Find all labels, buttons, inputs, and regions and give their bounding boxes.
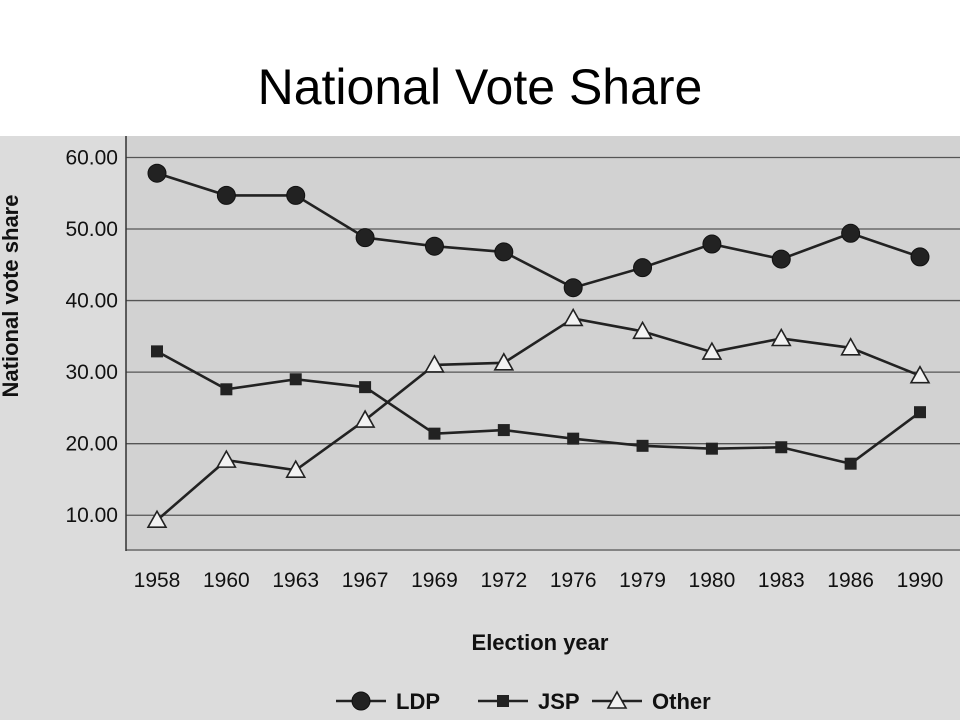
x-tick-label: 1963 [272,569,319,592]
x-tick-label: 1967 [342,569,389,592]
data-point-other [493,352,515,371]
data-point-other [146,509,168,529]
data-point-ldp [355,228,375,248]
series-other [146,307,931,529]
x-tick-label: 1979 [619,569,666,592]
data-point-ldp [494,242,514,262]
data-point-ldp [286,185,306,205]
x-tick-label: 1960 [203,569,250,592]
data-point-jsp [844,457,857,470]
data-point-ldp [633,258,653,278]
slide-title: National Vote Share [257,59,703,115]
data-point-ldp [216,185,236,205]
data-point-jsp [220,383,233,396]
series-layer [146,163,931,529]
y-tick-label: 10.00 [65,504,118,527]
data-point-other [770,327,792,347]
data-point-jsp [914,406,926,419]
data-point-jsp [428,427,441,440]
data-point-other [632,320,653,340]
data-point-ldp [147,163,167,183]
data-point-ldp [841,223,861,243]
legend-label-jsp: JSP [538,689,580,714]
x-tick-label: 1986 [827,569,874,592]
data-point-jsp [497,424,510,437]
y-tick-label: 40.00 [65,290,118,313]
x-tick-label: 1972 [480,569,527,592]
data-point-ldp [771,249,791,269]
legend-item-other: Other [592,689,711,714]
data-point-other [354,409,376,428]
y-tick-labels: 10.00 20.00 30.00 40.00 50.00 60.00 [65,146,118,527]
x-tick-label: 1983 [758,569,805,592]
x-axis-title: Election year [472,630,609,655]
series-line-other [156,317,921,522]
chart-figure: 10.00 20.00 30.00 40.00 50.00 60.00 1958 1960 1… [0,136,960,720]
data-point-jsp [636,439,649,452]
x-tick-labels: 1958 1960 1963 1967 1969 1972 1976 1979 1980 1983… [134,569,944,592]
data-point-jsp [567,432,580,445]
plot-background [126,136,960,551]
legend-label-ldp: LDP [396,689,440,714]
data-point-other [285,459,307,478]
data-point-other [909,365,931,384]
legend-marker-ldp [351,691,371,711]
data-point-jsp [359,381,372,394]
data-point-ldp [702,234,722,254]
data-point-other [424,354,445,373]
y-tick-label: 60.00 [65,146,118,169]
data-point-other [215,449,237,468]
legend-item-ldp: LDP [336,689,440,714]
x-tick-label: 1958 [134,569,181,592]
data-point-other [701,341,723,360]
series-ldp [147,163,930,298]
legend: LDP JSP Other [336,689,711,714]
data-point-ldp [563,278,583,298]
x-tick-label: 1990 [897,569,944,592]
y-axis-title: National vote share [0,195,23,398]
x-tick-label: 1969 [411,569,458,592]
series-line-jsp [156,350,921,466]
y-tick-label: 30.00 [65,361,118,384]
data-point-ldp [910,247,930,267]
data-point-jsp [775,441,788,454]
legend-marker-other [606,690,628,709]
data-point-jsp [151,345,163,358]
y-tick-label: 20.00 [65,433,118,456]
data-point-jsp [289,373,302,386]
x-tick-label: 1980 [689,569,736,592]
series-jsp [151,345,926,470]
data-point-jsp [705,442,718,455]
data-point-other [840,337,862,356]
y-tick-label: 50.00 [65,218,118,241]
legend-marker-jsp [497,695,509,707]
data-point-ldp [424,236,444,256]
series-line-ldp [156,171,921,290]
gridlines [125,136,960,551]
x-tick-label: 1976 [550,569,597,592]
legend-item-jsp: JSP [478,689,580,714]
legend-label-other: Other [652,689,711,714]
data-point-other [562,307,584,327]
